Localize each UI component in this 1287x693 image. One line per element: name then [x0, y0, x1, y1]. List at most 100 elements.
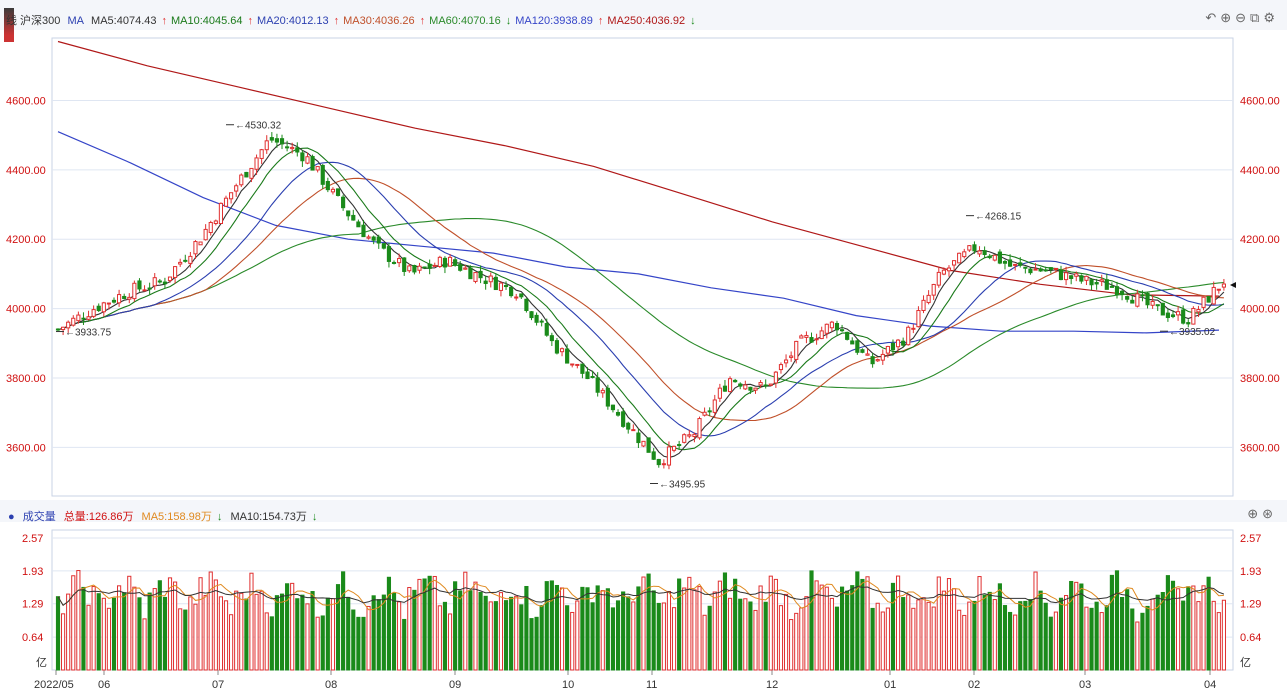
candle-body — [559, 348, 565, 353]
candle-body — [351, 214, 356, 221]
candle-body — [285, 146, 290, 149]
stock-color-tag — [4, 8, 14, 42]
price-tick-label-left: 3600.00 — [6, 442, 46, 454]
candle-body — [1058, 269, 1064, 281]
volume-bar — [397, 601, 402, 671]
volume-bar — [717, 580, 722, 671]
candle-body — [106, 302, 111, 305]
candle-body — [463, 267, 468, 270]
candle-body — [417, 265, 422, 271]
volume-bar — [71, 575, 76, 671]
volume-bar — [661, 602, 666, 671]
candle-body — [615, 411, 621, 416]
volume-settings-icon[interactable]: ⊛ — [1262, 506, 1277, 521]
volume-bar — [1094, 601, 1099, 671]
fullscreen-icon[interactable]: ⧉ — [1250, 10, 1264, 25]
candle-body — [167, 276, 173, 282]
volume-bar — [1181, 600, 1186, 671]
candle-body — [218, 202, 224, 224]
volume-bar — [1216, 612, 1221, 671]
candle-body — [244, 171, 249, 178]
candle-body — [524, 298, 529, 312]
candle-body — [386, 246, 392, 262]
zoom-out-icon[interactable]: ⊖ — [1235, 10, 1251, 25]
candle-body — [259, 149, 264, 159]
volume-bar — [1079, 583, 1084, 671]
volume-bar — [463, 571, 468, 671]
volume-ma10: MA10:154.73万 — [230, 511, 307, 523]
volume-bar — [1196, 601, 1201, 671]
candle-body — [509, 286, 514, 297]
candle-body — [295, 147, 300, 153]
candle-body — [829, 321, 834, 329]
volume-bar — [850, 585, 855, 671]
candle-body — [1028, 268, 1033, 274]
volume-bar — [432, 575, 437, 671]
volume-bar — [982, 594, 987, 671]
candle-body — [66, 321, 71, 329]
candle-body — [122, 295, 127, 300]
ma-item-ma5: MA5:4074.43 — [91, 15, 157, 27]
undo-icon[interactable]: ↶ — [1205, 10, 1221, 25]
candle-body — [376, 236, 381, 244]
volume-bar — [391, 592, 397, 671]
volume-bar — [743, 598, 748, 671]
price-plot-frame — [51, 37, 1234, 497]
candle-body — [55, 328, 61, 331]
volume-tick-label-right: 0.64 — [1240, 632, 1261, 644]
volume-bar — [1221, 599, 1226, 671]
volume-bar — [957, 609, 962, 671]
volume-bar — [1053, 611, 1058, 671]
candle-body — [356, 221, 361, 228]
volume-ma10-arrow-icon: ↓ — [311, 511, 318, 523]
candle-body — [671, 445, 677, 451]
candle-body — [1074, 273, 1079, 277]
volume-bar — [1165, 575, 1170, 671]
candle-body — [173, 266, 178, 278]
candle-body — [239, 174, 244, 186]
volume-collapse-icon[interactable]: ● — [8, 511, 15, 523]
zoom-in-icon[interactable]: ⊕ — [1220, 10, 1236, 25]
volume-bar — [880, 611, 885, 671]
volume-bar — [447, 613, 453, 671]
volume-bar — [977, 576, 982, 671]
candle-body — [1165, 312, 1170, 319]
volume-bar — [677, 578, 682, 671]
volume-bar — [361, 616, 366, 671]
volume-bar — [722, 572, 728, 671]
volume-bar — [1130, 608, 1135, 671]
candle-body — [453, 259, 458, 266]
volume-bar — [656, 602, 661, 671]
latest-price-marker-icon — [1230, 282, 1236, 288]
volume-bar — [152, 588, 157, 671]
volume-bar — [1069, 580, 1074, 671]
volume-bar — [646, 573, 651, 671]
candle-body — [1206, 296, 1211, 303]
volume-bar — [229, 614, 234, 671]
stock-name[interactable]: 线 沪深300 — [6, 15, 61, 27]
volume-bar — [422, 578, 427, 671]
candle-body — [570, 363, 575, 366]
candle-body — [1043, 269, 1048, 272]
ma-legend: 线 沪深300 MA MA5:4074.43 ↑ MA10:4045.64 ↑ MA20… — [6, 12, 704, 28]
volume-bar — [687, 576, 692, 671]
candle-body — [946, 267, 952, 272]
arrow-down-icon: ↓ — [690, 15, 696, 27]
candle-body — [957, 252, 962, 264]
candle-body — [402, 257, 407, 272]
ma5-line — [57, 142, 1225, 458]
volume-bar — [315, 616, 320, 671]
volume-bar — [529, 618, 534, 671]
settings-icon[interactable]: ⚙ — [1263, 10, 1279, 25]
candle-body — [1013, 263, 1018, 266]
candle-body — [397, 258, 402, 264]
volume-bar — [631, 601, 636, 671]
volume-bar — [407, 587, 412, 671]
candle-body — [381, 243, 386, 249]
volume-bar — [295, 598, 300, 671]
ma120-line — [57, 131, 1220, 334]
volume-zoom-icon[interactable]: ⊕ — [1247, 506, 1263, 521]
candle-body — [651, 451, 656, 460]
volume-bar — [1109, 574, 1114, 671]
volume-bar — [916, 599, 921, 671]
